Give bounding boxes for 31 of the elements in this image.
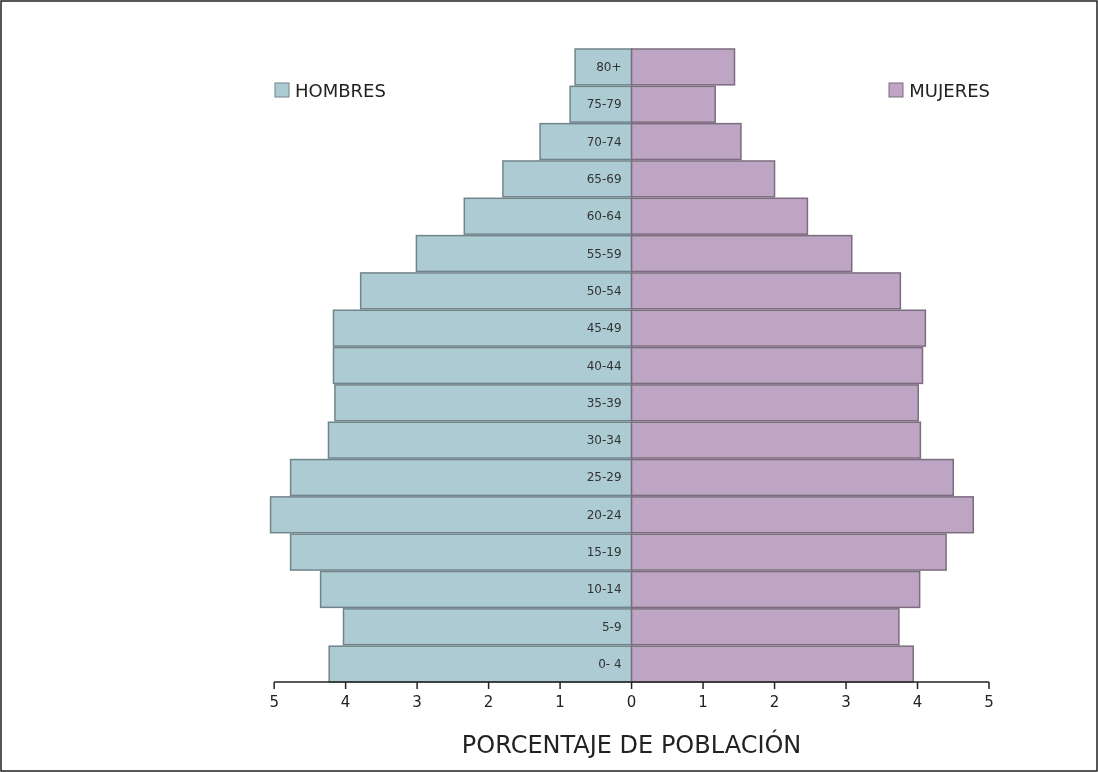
- y-tick-label: 75-79: [586, 97, 622, 112]
- y-tick-label: 0- 4: [598, 657, 622, 672]
- y-tick-label: 30-34: [586, 433, 622, 448]
- x-tick-label: 1: [698, 693, 708, 711]
- y-tick-label: 65-69: [586, 171, 622, 186]
- y-tick-label: 45-49: [586, 321, 622, 336]
- y-tick-label: 50-54: [586, 283, 622, 298]
- y-tick-label: 70-74: [586, 134, 622, 149]
- y-tick-label: 80+: [596, 59, 622, 74]
- x-tick-label: 2: [769, 693, 780, 711]
- y-tick-label: 25-29: [586, 470, 622, 485]
- y-tick-label: 15-19: [586, 545, 622, 560]
- y-tick-label: 55-59: [586, 246, 622, 261]
- x-tick-label: 1: [555, 693, 565, 711]
- y-tick-label: 35-39: [586, 395, 622, 410]
- y-tick-label: 40-44: [586, 358, 622, 373]
- x-tick-label: 3: [841, 693, 851, 711]
- x-tick-label: 4: [912, 693, 923, 711]
- x-axis-title: PORCENTAJE DE POBLACIÓN: [461, 729, 802, 759]
- legend-label: HOMBRES: [295, 79, 386, 101]
- x-tick-label: 4: [340, 693, 351, 711]
- y-tick-label: 20-24: [586, 507, 622, 522]
- x-tick-label: 3: [412, 693, 422, 711]
- x-tick-label: 0: [626, 693, 637, 711]
- x-tick-label: 2: [483, 693, 494, 711]
- y-tick-label: 10-14: [586, 582, 622, 597]
- legend-label: MUJERES: [909, 79, 990, 101]
- x-tick-label: 5: [984, 693, 994, 711]
- x-tick-label: 5: [269, 693, 279, 711]
- y-tick-label: 5-9: [601, 619, 622, 634]
- y-tick-label: 60-64: [586, 209, 622, 224]
